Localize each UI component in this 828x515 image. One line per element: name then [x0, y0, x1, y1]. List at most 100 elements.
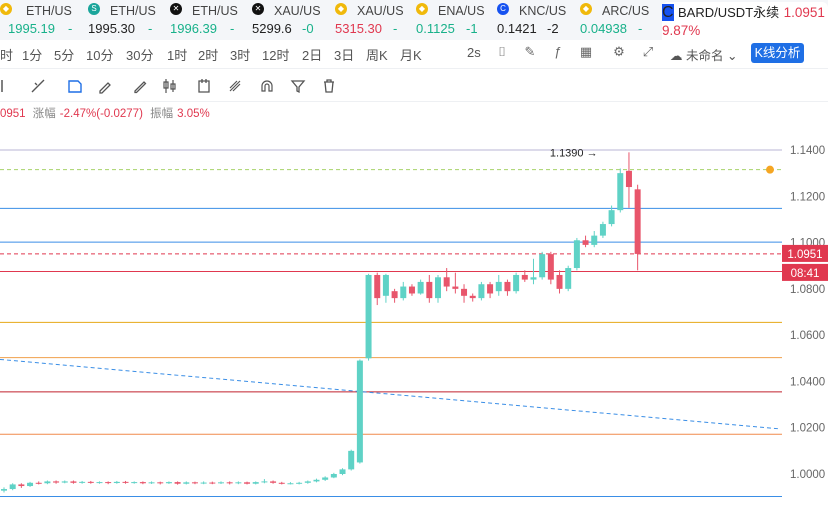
- candle-body: [1, 489, 7, 491]
- y-tick-label: 1.1200: [790, 191, 825, 203]
- kline-analysis-button[interactable]: K线分析: [751, 43, 804, 63]
- change-label: 涨幅: [32, 108, 56, 120]
- binance-icon: ◆: [416, 3, 428, 15]
- indicator-icon[interactable]: ƒ: [554, 44, 562, 59]
- candle-body: [573, 240, 580, 269]
- y-tick-label: 1.0200: [790, 423, 825, 435]
- okx-icon: ✕: [252, 3, 264, 15]
- settings-icon[interactable]: ⚙: [613, 44, 625, 59]
- binance-icon: ◆: [580, 3, 592, 15]
- timeframe-item[interactable]: 时: [0, 48, 14, 63]
- active-ticker[interactable]: C BARD/USDT永续 1.0951 9.87%: [662, 2, 828, 40]
- interval-select[interactable]: 2s: [467, 45, 481, 60]
- candle-body: [79, 481, 86, 483]
- ticker-symbol: ETH/US: [192, 4, 238, 18]
- candle-body: [157, 482, 164, 484]
- timeframe-item[interactable]: 2日: [302, 48, 323, 63]
- skew-icon: S: [88, 3, 100, 15]
- timeframe-item[interactable]: 3时: [230, 48, 251, 63]
- timeframe-item[interactable]: 10分: [86, 48, 114, 63]
- amplitude-label: 振幅: [150, 108, 174, 120]
- candle-body: [634, 189, 641, 254]
- candle-body: [287, 483, 294, 485]
- candle-body: [200, 482, 207, 484]
- timeframe-item[interactable]: 1分: [22, 48, 43, 63]
- candle-body: [278, 482, 285, 484]
- candle-body: [478, 284, 485, 299]
- ticker-symbol: KNC/US: [519, 4, 567, 18]
- ticker-price: 0.1125: [416, 21, 455, 36]
- ticker-symbol: ENA/US: [438, 4, 485, 18]
- timeframe-item[interactable]: 月K: [400, 48, 422, 63]
- ticker-symbol: ETH/US: [110, 4, 156, 18]
- candlestick-icon[interactable]: [162, 78, 178, 94]
- candle-body: [521, 274, 528, 280]
- price-chart[interactable]: 1.1390 → 1.14001.12001.10001.08001.06001.…: [0, 118, 828, 515]
- fullscreen-icon[interactable]: ⤢: [642, 44, 654, 59]
- timeframe-item[interactable]: 3日: [334, 48, 355, 63]
- candle-body: [209, 482, 216, 484]
- ticker-price: 1995.30: [88, 21, 135, 36]
- candle-body: [165, 482, 172, 484]
- ruler-icon[interactable]: [227, 78, 243, 94]
- candle-body: [70, 481, 77, 483]
- timeframe-item[interactable]: 12时: [262, 48, 290, 63]
- binance-icon: ◆: [0, 3, 12, 15]
- ticker-price: 1996.39: [170, 21, 217, 36]
- timeframe-item[interactable]: 5分: [54, 48, 75, 63]
- ticker-price: 0.04938: [580, 21, 627, 36]
- candle-body: [565, 268, 572, 289]
- drawing-toolbar: [0, 68, 828, 102]
- candle-body: [348, 450, 355, 470]
- candle-body: [27, 482, 34, 487]
- candle-body: [435, 277, 441, 299]
- info-line: 0951 涨幅 -2.47%(-0.0277) 振幅 3.05%: [0, 105, 214, 121]
- magnet-icon[interactable]: [259, 78, 275, 94]
- candle-body: [513, 274, 520, 292]
- timeframe-item[interactable]: 2时: [198, 48, 219, 63]
- candle-body: [148, 482, 155, 484]
- brush-icon[interactable]: [97, 78, 113, 94]
- calendar-icon[interactable]: [196, 78, 212, 94]
- filter-icon[interactable]: [290, 78, 306, 94]
- candle-body: [139, 482, 146, 484]
- countdown-tag: [782, 263, 828, 281]
- layout-icon[interactable]: ▦: [579, 44, 593, 59]
- ticker-change: -1: [466, 21, 478, 36]
- timeframe-item[interactable]: 周K: [366, 48, 388, 63]
- candle-body: [356, 360, 363, 463]
- current-price-tag: [782, 244, 828, 262]
- trash-icon[interactable]: [321, 78, 337, 94]
- active-ticker-price: 1.0951 9.87%: [662, 5, 825, 38]
- vertical-line-icon[interactable]: [0, 78, 16, 94]
- candle-body: [591, 235, 598, 245]
- candle-body: [556, 274, 563, 289]
- candle-body: [87, 481, 94, 483]
- candle-body: [261, 481, 268, 483]
- high-marker-label: 1.1390 →: [550, 147, 598, 159]
- candle-body: [625, 170, 632, 188]
- ticker-price: 0.1421: [497, 21, 537, 36]
- candle-body: [322, 477, 329, 480]
- pencil-icon[interactable]: [132, 78, 148, 94]
- candle-body: [469, 295, 476, 299]
- candle-body: [174, 482, 181, 484]
- channel-icon[interactable]: [67, 78, 83, 94]
- layout-name[interactable]: ☁ 未命名 ⌄: [670, 49, 738, 63]
- ticker-symbol: XAU/US: [357, 4, 404, 18]
- ticker-change: -: [148, 21, 153, 36]
- okx-icon: ✕: [170, 3, 182, 15]
- candle-body: [304, 481, 311, 483]
- candle-body: [391, 291, 398, 299]
- edit-icon[interactable]: ✎: [524, 44, 536, 59]
- candle-body: [53, 481, 60, 483]
- candle-body: [365, 274, 372, 359]
- timeframe-item[interactable]: 1时: [167, 48, 188, 63]
- camera-icon[interactable]: ⌷: [498, 44, 506, 59]
- trend-line-icon[interactable]: [30, 78, 46, 94]
- candle-body: [443, 277, 450, 287]
- candle-body: [339, 469, 346, 474]
- cloud-icon: ☁: [670, 49, 683, 63]
- candle-body: [235, 482, 242, 484]
- timeframe-item[interactable]: 30分: [126, 48, 154, 63]
